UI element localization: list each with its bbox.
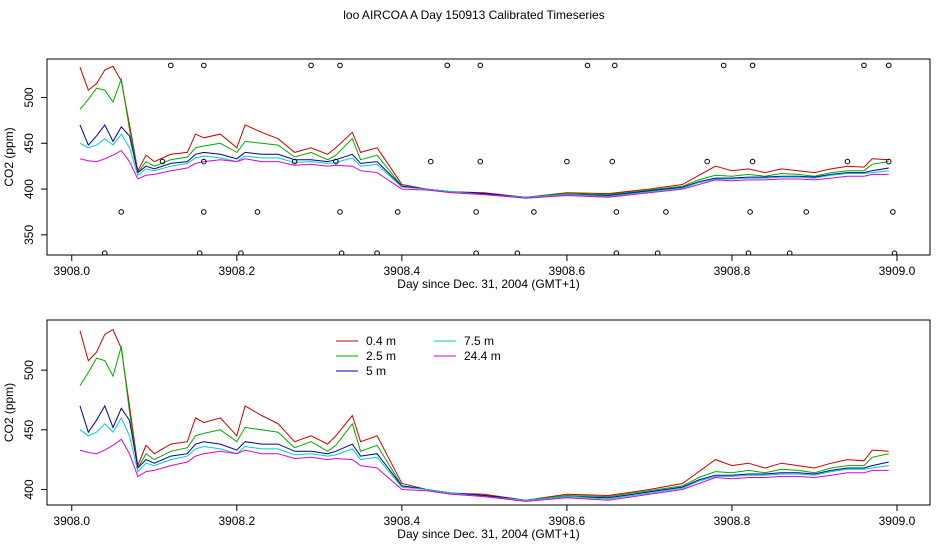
top-marker-point (374, 250, 380, 255)
bottom-x-tick-label: 3908.6 (549, 514, 586, 528)
top-marker-point (613, 209, 620, 215)
top-marker-point (654, 250, 661, 255)
bottom-x-tick-label: 3908.2 (218, 514, 255, 528)
top-y-tick-label: 350 (22, 225, 36, 245)
top-y-axis-label: CO2 (ppm) (2, 127, 16, 186)
top-marker-point (611, 62, 618, 69)
top-marker-point (803, 209, 810, 215)
top-marker-point (704, 158, 710, 165)
top-marker-point (200, 158, 207, 165)
top-series-line-0 (79, 65, 889, 198)
bottom-y-tick-label: 450 (22, 419, 36, 439)
top-marker-point (394, 209, 401, 215)
top-marker-point (477, 158, 484, 165)
top-marker-point (159, 158, 166, 165)
top-marker-point (885, 158, 892, 165)
top-marker-point (613, 250, 620, 255)
bottom-series-line-4 (79, 438, 889, 502)
top-marker-point (338, 250, 345, 255)
top-marker-point (584, 62, 591, 69)
bottom-y-tick-label: 500 (22, 360, 36, 380)
bottom-x-tick-label: 3908.8 (714, 514, 751, 528)
top-marker-point (337, 62, 343, 69)
bottom-series-line-1 (79, 346, 889, 501)
top-marker-point (473, 250, 479, 255)
top-y-tick-label: 450 (22, 133, 36, 153)
top-marker-point (427, 158, 434, 165)
top-marker-point (747, 209, 753, 215)
top-marker-point (254, 209, 261, 215)
top-panel: 3908.0 3908.2 3908.4 3908.6 3908.8 3909.0 350 4… (2, 58, 931, 291)
top-x-tick-label: 3909.0 (879, 264, 916, 278)
legend-label-4: 24.4 m (464, 349, 501, 363)
top-series-line-1 (79, 77, 889, 198)
bottom-plot-frame (46, 319, 931, 506)
bottom-x-tick-label: 3908.4 (383, 514, 420, 528)
bottom-y-tick-label: 400 (22, 479, 36, 499)
top-marker-point (477, 62, 484, 69)
top-marker-point (308, 62, 314, 69)
top-x-tick-label: 3908.0 (53, 264, 90, 278)
top-marker-point (118, 209, 125, 215)
top-marker-point (891, 250, 898, 255)
top-series-line-3 (79, 133, 889, 198)
top-marker-point (885, 62, 892, 69)
bottom-series-line-0 (79, 328, 889, 501)
top-x-tick-label: 3908.2 (218, 264, 255, 278)
top-marker-point (473, 209, 479, 215)
top-x-axis-label: Day since Dec. 31, 2004 (GMT+1) (397, 277, 579, 291)
top-marker-point (749, 62, 756, 69)
top-marker-point (514, 250, 521, 255)
top-marker-point (844, 158, 851, 165)
top-x-tick-label: 3908.4 (383, 264, 420, 278)
top-y-tick-label: 400 (22, 179, 36, 199)
top-y-tick-label: 500 (22, 87, 36, 107)
top-marker-point (890, 209, 896, 215)
top-marker-point (444, 62, 451, 69)
top-marker-point (200, 209, 207, 215)
top-marker-point (196, 250, 203, 255)
top-marker-point (745, 250, 752, 255)
bottom-x-tick-label: 3909.0 (879, 514, 916, 528)
top-marker-point (720, 62, 727, 69)
top-marker-point (238, 250, 244, 255)
top-marker-point (337, 209, 343, 215)
figure-title: loo AIRCOA A Day 150913 Calibrated Times… (343, 8, 604, 22)
top-marker-point (101, 250, 108, 255)
top-series-line-4 (79, 149, 889, 199)
bottom-x-axis-label: Day since Dec. 31, 2004 (GMT+1) (397, 527, 579, 541)
top-marker-point (291, 158, 298, 165)
bottom-series-line-2 (79, 404, 889, 501)
top-plot-frame (46, 58, 931, 256)
top-x-tick-label: 3908.8 (714, 264, 751, 278)
bottom-data-area (79, 328, 889, 502)
top-series-line-2 (79, 123, 889, 198)
legend-label-0: 0.4 m (366, 334, 396, 348)
top-data-area (79, 62, 898, 255)
top-marker-point (786, 250, 793, 255)
top-marker-point (564, 158, 570, 165)
bottom-panel: 3908.0 3908.2 3908.4 3908.6 3908.8 3909.0 400 4… (2, 319, 931, 541)
top-marker-point (749, 158, 756, 165)
top-marker-point (531, 209, 537, 215)
legend-label-1: 2.5 m (366, 349, 396, 363)
top-marker-point (663, 209, 669, 215)
top-marker-point (333, 158, 339, 165)
legend-label-2: 5 m (366, 364, 386, 378)
top-marker-point (861, 62, 867, 69)
top-marker-point (200, 62, 207, 69)
bottom-y-axis-label: CO2 (ppm) (2, 383, 16, 442)
bottom-series-line-3 (79, 416, 889, 501)
bottom-x-tick-label: 3908.0 (53, 514, 90, 528)
top-x-tick-label: 3908.6 (549, 264, 586, 278)
top-marker-point (609, 158, 616, 165)
legend-label-3: 7.5 m (464, 334, 494, 348)
top-marker-point (167, 62, 174, 69)
